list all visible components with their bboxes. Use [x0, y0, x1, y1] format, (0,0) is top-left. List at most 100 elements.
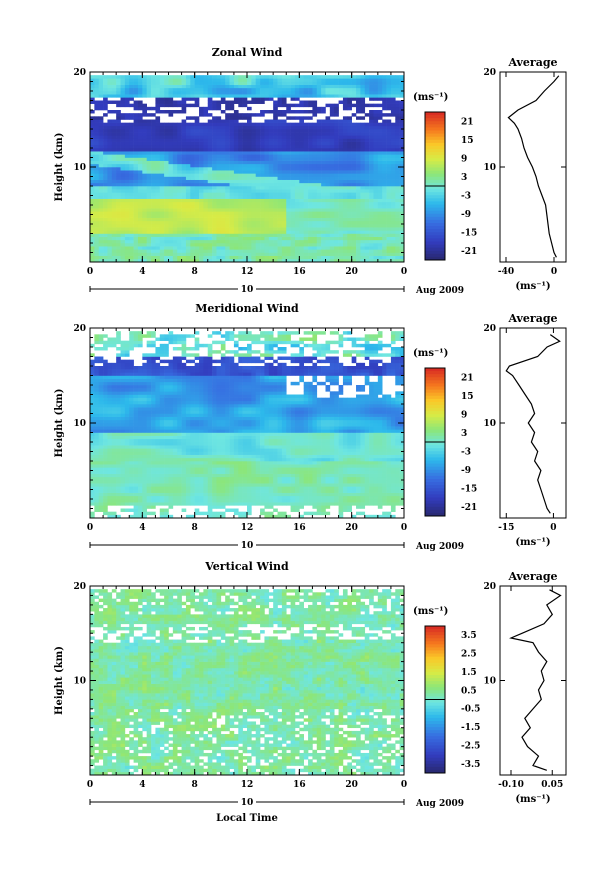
- heatmap-cell: [116, 413, 121, 417]
- heatmap-cell: [103, 340, 108, 345]
- heatmap-cell: [251, 125, 257, 130]
- heatmap-cell: [155, 492, 161, 497]
- heatmap-cell: [181, 135, 187, 139]
- heatmap-cell: [120, 467, 126, 471]
- heatmap-cell: [356, 151, 361, 155]
- heatmap-cell: [133, 135, 139, 139]
- heatmap-cell: [107, 84, 113, 89]
- heatmap-cell: [303, 252, 309, 256]
- heatmap-cell: [373, 132, 379, 136]
- heatmap-cell: [360, 201, 366, 206]
- heatmap-cell: [133, 255, 139, 260]
- heatmap-cell: [277, 195, 283, 199]
- heatmap-cell: [399, 119, 405, 123]
- heatmap-cell: [233, 170, 239, 174]
- heatmap-cell: [247, 176, 252, 180]
- heatmap-cell: [94, 369, 100, 373]
- heatmap-cell: [277, 214, 283, 218]
- heatmap-cell: [360, 173, 366, 177]
- heatmap-cell: [390, 211, 396, 215]
- heatmap-cell: [103, 97, 108, 101]
- heatmap-cell: [98, 461, 104, 465]
- heatmap-cell: [373, 170, 379, 174]
- heatmap-cell: [238, 249, 243, 253]
- heatmap-cell: [290, 243, 296, 247]
- heatmap-cell: [90, 451, 95, 455]
- heatmap-cell: [111, 132, 117, 136]
- heatmap-cell: [308, 258, 313, 263]
- heatmap-cell: [129, 173, 134, 177]
- heatmap-cell: [260, 208, 265, 212]
- heatmap-cell: [268, 192, 274, 196]
- heatmap-cell: [116, 214, 121, 218]
- heatmap-cell: [386, 214, 392, 218]
- heatmap-cell: [377, 129, 383, 133]
- heatmap-cell: [90, 381, 95, 386]
- heatmap-cell: [229, 154, 235, 158]
- heatmap-cell: [159, 125, 165, 130]
- heatmap-cell: [120, 81, 126, 85]
- heatmap-cell: [103, 103, 108, 108]
- heatmap-cell: [260, 163, 265, 168]
- heatmap-cell: [146, 467, 152, 471]
- heatmap-cell: [229, 205, 235, 209]
- heatmap-cell: [390, 198, 396, 203]
- heatmap-cell: [203, 160, 209, 165]
- heatmap-cell: [364, 201, 370, 206]
- heatmap-cell: [395, 201, 400, 206]
- heatmap-cell: [356, 211, 361, 215]
- heatmap-cell: [133, 476, 139, 481]
- heatmap-cell: [116, 483, 121, 487]
- heatmap-cell: [168, 91, 174, 95]
- heatmap-cell: [98, 151, 104, 155]
- heatmap-cell: [124, 195, 130, 199]
- heatmap-cell: [247, 87, 252, 92]
- heatmap-cell: [212, 239, 217, 244]
- heatmap-cell: [260, 154, 265, 158]
- heatmap-cell: [321, 110, 326, 114]
- heatmap-cell: [294, 214, 300, 218]
- heatmap-cell: [164, 81, 169, 85]
- heatmap-cell: [329, 230, 335, 234]
- heatmap-cell: [172, 208, 178, 212]
- heatmap-cell: [273, 81, 278, 85]
- heatmap-cell: [194, 132, 200, 136]
- heatmap-cell: [225, 211, 230, 215]
- heatmap-cell: [294, 179, 300, 184]
- heatmap-cell: [212, 236, 217, 241]
- heatmap-cell: [260, 170, 265, 174]
- heatmap-cell: [216, 151, 222, 155]
- heatmap-cell: [120, 116, 126, 120]
- heatmap-cell: [129, 208, 134, 212]
- heatmap-cell: [120, 492, 126, 497]
- heatmap-cell: [129, 116, 134, 120]
- heatmap-cell: [199, 249, 204, 253]
- heatmap-cell: [124, 381, 130, 386]
- heatmap-cell: [151, 445, 156, 449]
- heatmap-cell: [142, 505, 147, 509]
- heatmap-cell: [199, 106, 204, 111]
- heatmap-cell: [142, 236, 147, 241]
- heatmap-cell: [194, 220, 200, 225]
- heatmap-cell: [124, 407, 130, 411]
- heatmap-cell: [268, 220, 274, 225]
- heatmap-cell: [225, 151, 230, 155]
- heatmap-cell: [120, 476, 126, 481]
- heatmap-cell: [146, 182, 152, 187]
- heatmap-cell: [329, 173, 335, 177]
- heatmap-cell: [238, 227, 243, 231]
- heatmap-cell: [308, 214, 313, 218]
- heatmap-cell: [364, 252, 370, 256]
- heatmap-cell: [133, 119, 139, 123]
- heatmap-cell: [386, 163, 392, 168]
- heatmap-cell: [190, 132, 195, 136]
- heatmap-cell: [329, 132, 335, 136]
- heatmap-cell: [137, 195, 143, 199]
- heatmap-cell: [294, 192, 300, 196]
- heatmap-cell: [294, 227, 300, 231]
- heatmap-cell: [382, 129, 387, 133]
- heatmap-cell: [229, 157, 235, 161]
- heatmap-cell: [116, 224, 121, 228]
- heatmap-cell: [164, 103, 169, 108]
- heatmap-cell: [308, 233, 313, 237]
